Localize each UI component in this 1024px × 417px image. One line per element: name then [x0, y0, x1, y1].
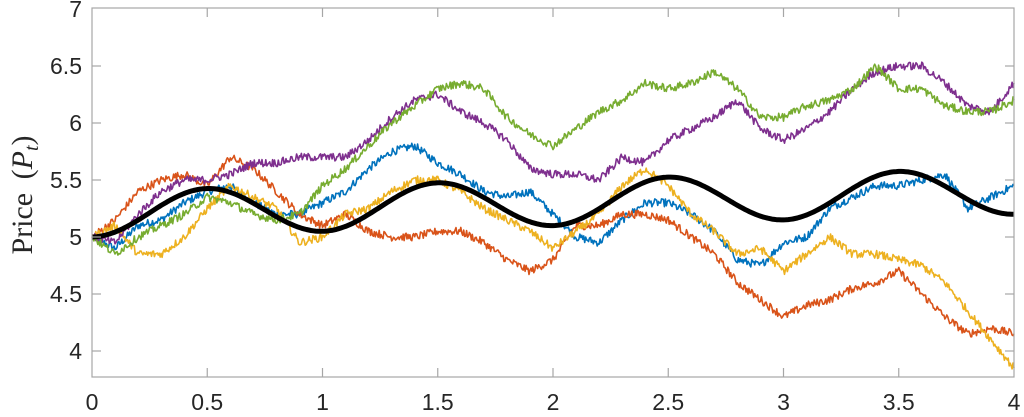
x-tick-label: 3	[777, 389, 790, 415]
x-tick-label: 0.5	[191, 389, 223, 415]
x-tick-label: 1	[316, 389, 329, 415]
y-axis-label: Price (Pt)	[6, 135, 43, 254]
x-tick-label: 0	[86, 389, 99, 415]
price-path-line	[91, 61, 1015, 245]
mean-price-line	[91, 168, 1015, 240]
x-tick-label: 1.5	[422, 389, 454, 415]
y-tick-label: 4	[69, 338, 82, 364]
y-tick-label: 6.5	[50, 53, 82, 79]
series-lines	[91, 61, 1015, 370]
price-path-line	[91, 167, 1015, 370]
price-path-line	[91, 63, 1015, 256]
x-tick-label: 3.5	[883, 389, 915, 415]
y-tick-label: 5	[69, 224, 82, 250]
y-tick-label: 7	[69, 0, 82, 22]
y-axis-tick-labels: 4 4.5 5 5.5 6 6.5 7	[50, 0, 82, 364]
x-axis-tick-labels: 0 0.5 1 1.5 2 2.5 3 3.5 4	[86, 389, 1021, 415]
axes	[91, 7, 1015, 378]
y-tick-label: 5.5	[50, 167, 82, 193]
x-tick-label: 2.5	[652, 389, 684, 415]
y-tick-label: 6	[69, 110, 82, 136]
x-tick-label: 2	[547, 389, 560, 415]
x-tick-label: 4	[1008, 389, 1021, 415]
y-tick-label: 4.5	[50, 281, 82, 307]
